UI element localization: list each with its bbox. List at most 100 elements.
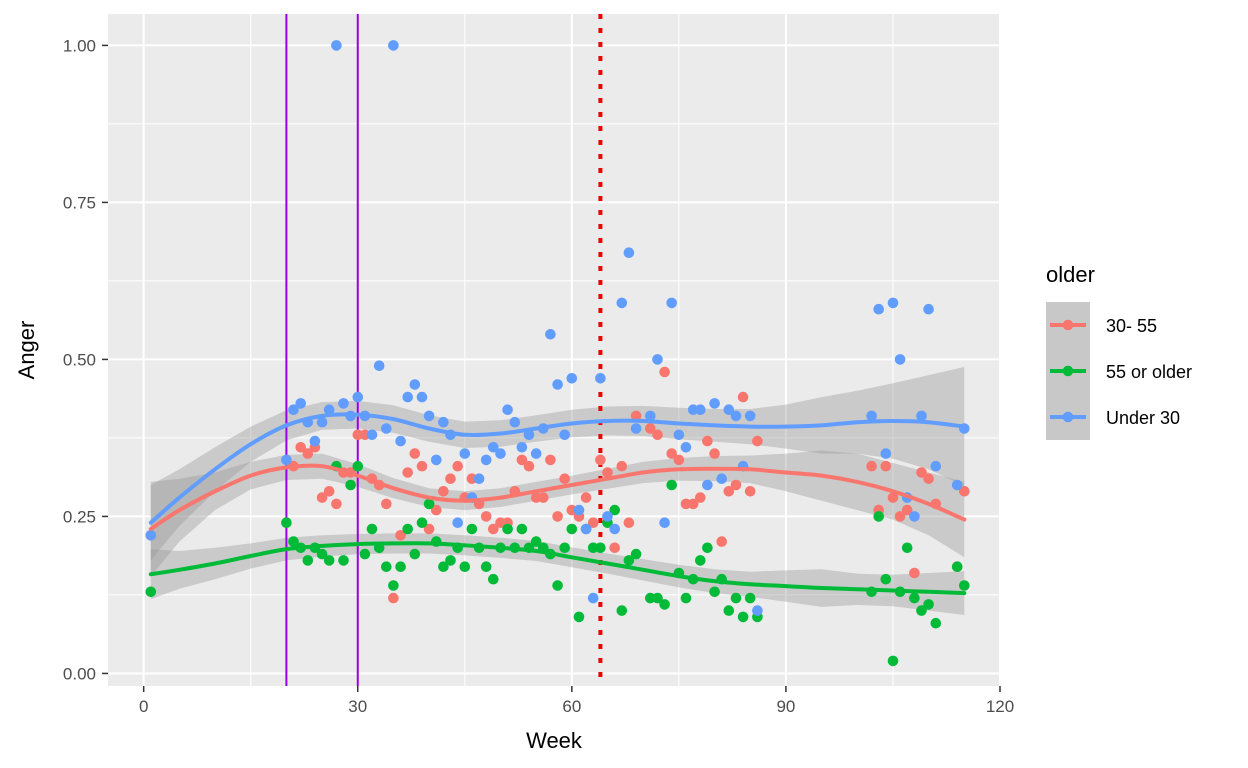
data-point	[366, 429, 378, 441]
data-point	[659, 366, 670, 378]
data-point	[538, 492, 549, 503]
legend-key-point	[1062, 411, 1074, 423]
data-point	[580, 492, 592, 503]
data-point	[652, 592, 663, 604]
data-point	[880, 448, 892, 459]
data-point	[502, 404, 513, 416]
data-point	[416, 391, 428, 403]
data-point	[545, 454, 556, 466]
data-point	[388, 40, 399, 51]
data-point	[737, 611, 749, 623]
data-point	[573, 611, 585, 623]
data-point	[630, 410, 642, 422]
data-point	[459, 561, 471, 572]
data-point	[530, 536, 542, 547]
data-point	[480, 561, 492, 572]
data-point	[673, 429, 685, 441]
data-point	[388, 592, 399, 604]
data-point	[616, 605, 628, 616]
data-point	[695, 555, 706, 566]
data-point	[573, 504, 585, 516]
legend-key-point	[1062, 319, 1074, 331]
data-point	[880, 573, 892, 585]
data-point	[730, 410, 742, 422]
data-point	[302, 555, 314, 566]
data-point	[894, 354, 906, 365]
data-point	[288, 404, 299, 416]
data-point	[409, 448, 421, 459]
data-point	[345, 479, 356, 491]
data-point	[916, 605, 927, 616]
data-point	[580, 523, 592, 535]
y-axis-title: Anger	[14, 321, 39, 380]
data-point	[488, 442, 499, 453]
legend-label: Under 30	[1106, 408, 1180, 428]
data-point	[951, 561, 963, 572]
data-point	[866, 460, 877, 472]
data-point	[338, 398, 349, 409]
data-point	[730, 479, 742, 491]
data-point	[673, 454, 685, 466]
data-point	[566, 523, 578, 535]
data-point	[916, 467, 927, 478]
data-point	[687, 498, 699, 510]
data-point	[744, 592, 756, 604]
data-point	[695, 492, 706, 503]
data-point	[887, 655, 899, 667]
data-point	[587, 592, 599, 604]
smooth-line	[148, 463, 967, 531]
data-point	[909, 592, 920, 604]
data-point	[352, 460, 364, 472]
data-point	[352, 391, 364, 403]
data-point	[702, 479, 713, 491]
data-point	[338, 555, 349, 566]
data-point	[616, 460, 628, 472]
data-point	[659, 517, 670, 528]
data-point	[331, 40, 342, 51]
axes: 0 30 60 90 120 0.00 0.25 0.50 0.75 1.00	[63, 36, 1014, 716]
data-point	[466, 523, 478, 535]
data-point	[923, 303, 934, 315]
data-point	[873, 511, 884, 522]
data-point	[473, 473, 485, 485]
data-point	[431, 454, 442, 466]
data-point	[959, 486, 970, 497]
data-point	[923, 599, 934, 610]
data-point	[880, 460, 892, 472]
data-point	[373, 360, 385, 372]
data-point	[366, 523, 378, 535]
data-point	[894, 511, 906, 522]
data-point	[652, 429, 663, 441]
data-point	[887, 297, 899, 309]
data-point	[530, 448, 542, 459]
data-point	[623, 555, 635, 566]
data-point	[930, 460, 942, 472]
data-point	[431, 504, 442, 516]
data-point	[395, 435, 406, 447]
data-point	[866, 410, 877, 422]
data-point	[281, 517, 292, 528]
data-point	[416, 517, 428, 528]
data-point	[602, 467, 613, 478]
x-tick-label: 0	[139, 697, 148, 716]
data-point	[402, 391, 414, 403]
data-point	[452, 460, 464, 472]
y-tick-label: 0.00	[63, 664, 96, 683]
data-point	[630, 548, 642, 560]
data-point	[659, 599, 670, 610]
data-point	[316, 492, 328, 503]
data-point	[587, 517, 599, 528]
data-point	[901, 542, 913, 554]
data-point	[595, 373, 606, 384]
data-point	[609, 542, 620, 554]
data-point	[545, 329, 556, 340]
confidence-band	[150, 533, 965, 615]
smooth-lines	[148, 412, 967, 596]
x-axis-title: Week	[526, 728, 583, 753]
data-point	[609, 504, 620, 516]
data-point	[702, 542, 713, 554]
data-point	[559, 429, 570, 441]
data-point	[409, 379, 421, 390]
legend-title: older	[1046, 262, 1095, 287]
data-point	[630, 423, 642, 434]
